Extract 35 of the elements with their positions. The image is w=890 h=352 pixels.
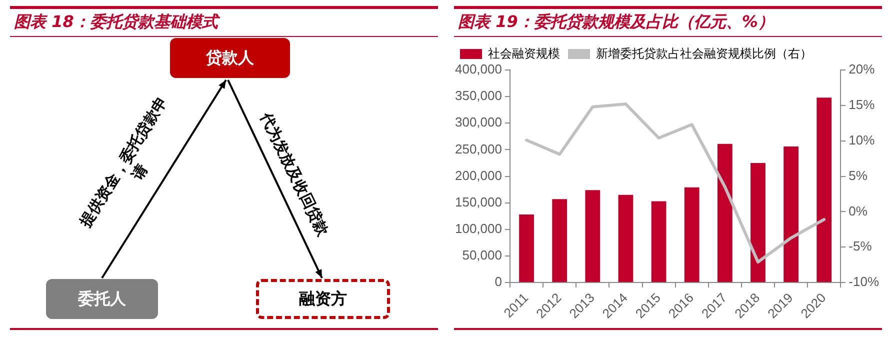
y-tick-label: 150,000 xyxy=(454,194,502,210)
bar xyxy=(618,194,634,282)
y2-tick-label: -10% xyxy=(848,274,880,290)
bar xyxy=(684,187,700,282)
bar xyxy=(784,146,798,282)
y2-tick-label: 20% xyxy=(848,62,876,77)
text: 提供资金，委托贷款申请 xyxy=(76,93,172,232)
bar xyxy=(552,199,568,282)
text: 委托人 xyxy=(46,279,158,319)
y-tick-label: 250,000 xyxy=(454,141,502,156)
y2-tick-label: 15% xyxy=(848,97,876,112)
y-tick-label: 0 xyxy=(494,274,502,290)
y-tick-label: 300,000 xyxy=(454,114,502,130)
y-tick-label: 400,000 xyxy=(454,62,502,77)
y-tick-label: 100,000 xyxy=(454,220,502,236)
text: 代为发放及收回贷款 xyxy=(256,108,334,241)
text: 贷款人 xyxy=(170,38,290,78)
bar xyxy=(816,98,832,282)
y2-tick-label: 5% xyxy=(848,168,868,183)
y-tick-label: 200,000 xyxy=(454,168,502,183)
text: 图表 18：委托贷款基础模式 xyxy=(10,6,438,37)
text: 融资方 xyxy=(256,279,390,319)
bar xyxy=(585,190,600,282)
y2-tick-label: 10% xyxy=(848,132,876,148)
bar xyxy=(651,201,666,282)
legend-label: 新增委托贷款占社会融资规模比例（右） xyxy=(596,46,812,60)
y2-tick-label: -5% xyxy=(848,238,872,254)
legend-label: 社会融资规模 xyxy=(488,46,560,60)
y2-tick-label: 0% xyxy=(848,203,868,218)
y-tick-label: 50,000 xyxy=(462,248,502,263)
y-tick-label: 350,000 xyxy=(454,88,502,104)
chart-title: 图表 19：委托贷款规模及占比（亿元、%） xyxy=(454,6,882,37)
bar xyxy=(717,144,732,282)
bar xyxy=(750,162,766,282)
bar xyxy=(519,214,534,282)
